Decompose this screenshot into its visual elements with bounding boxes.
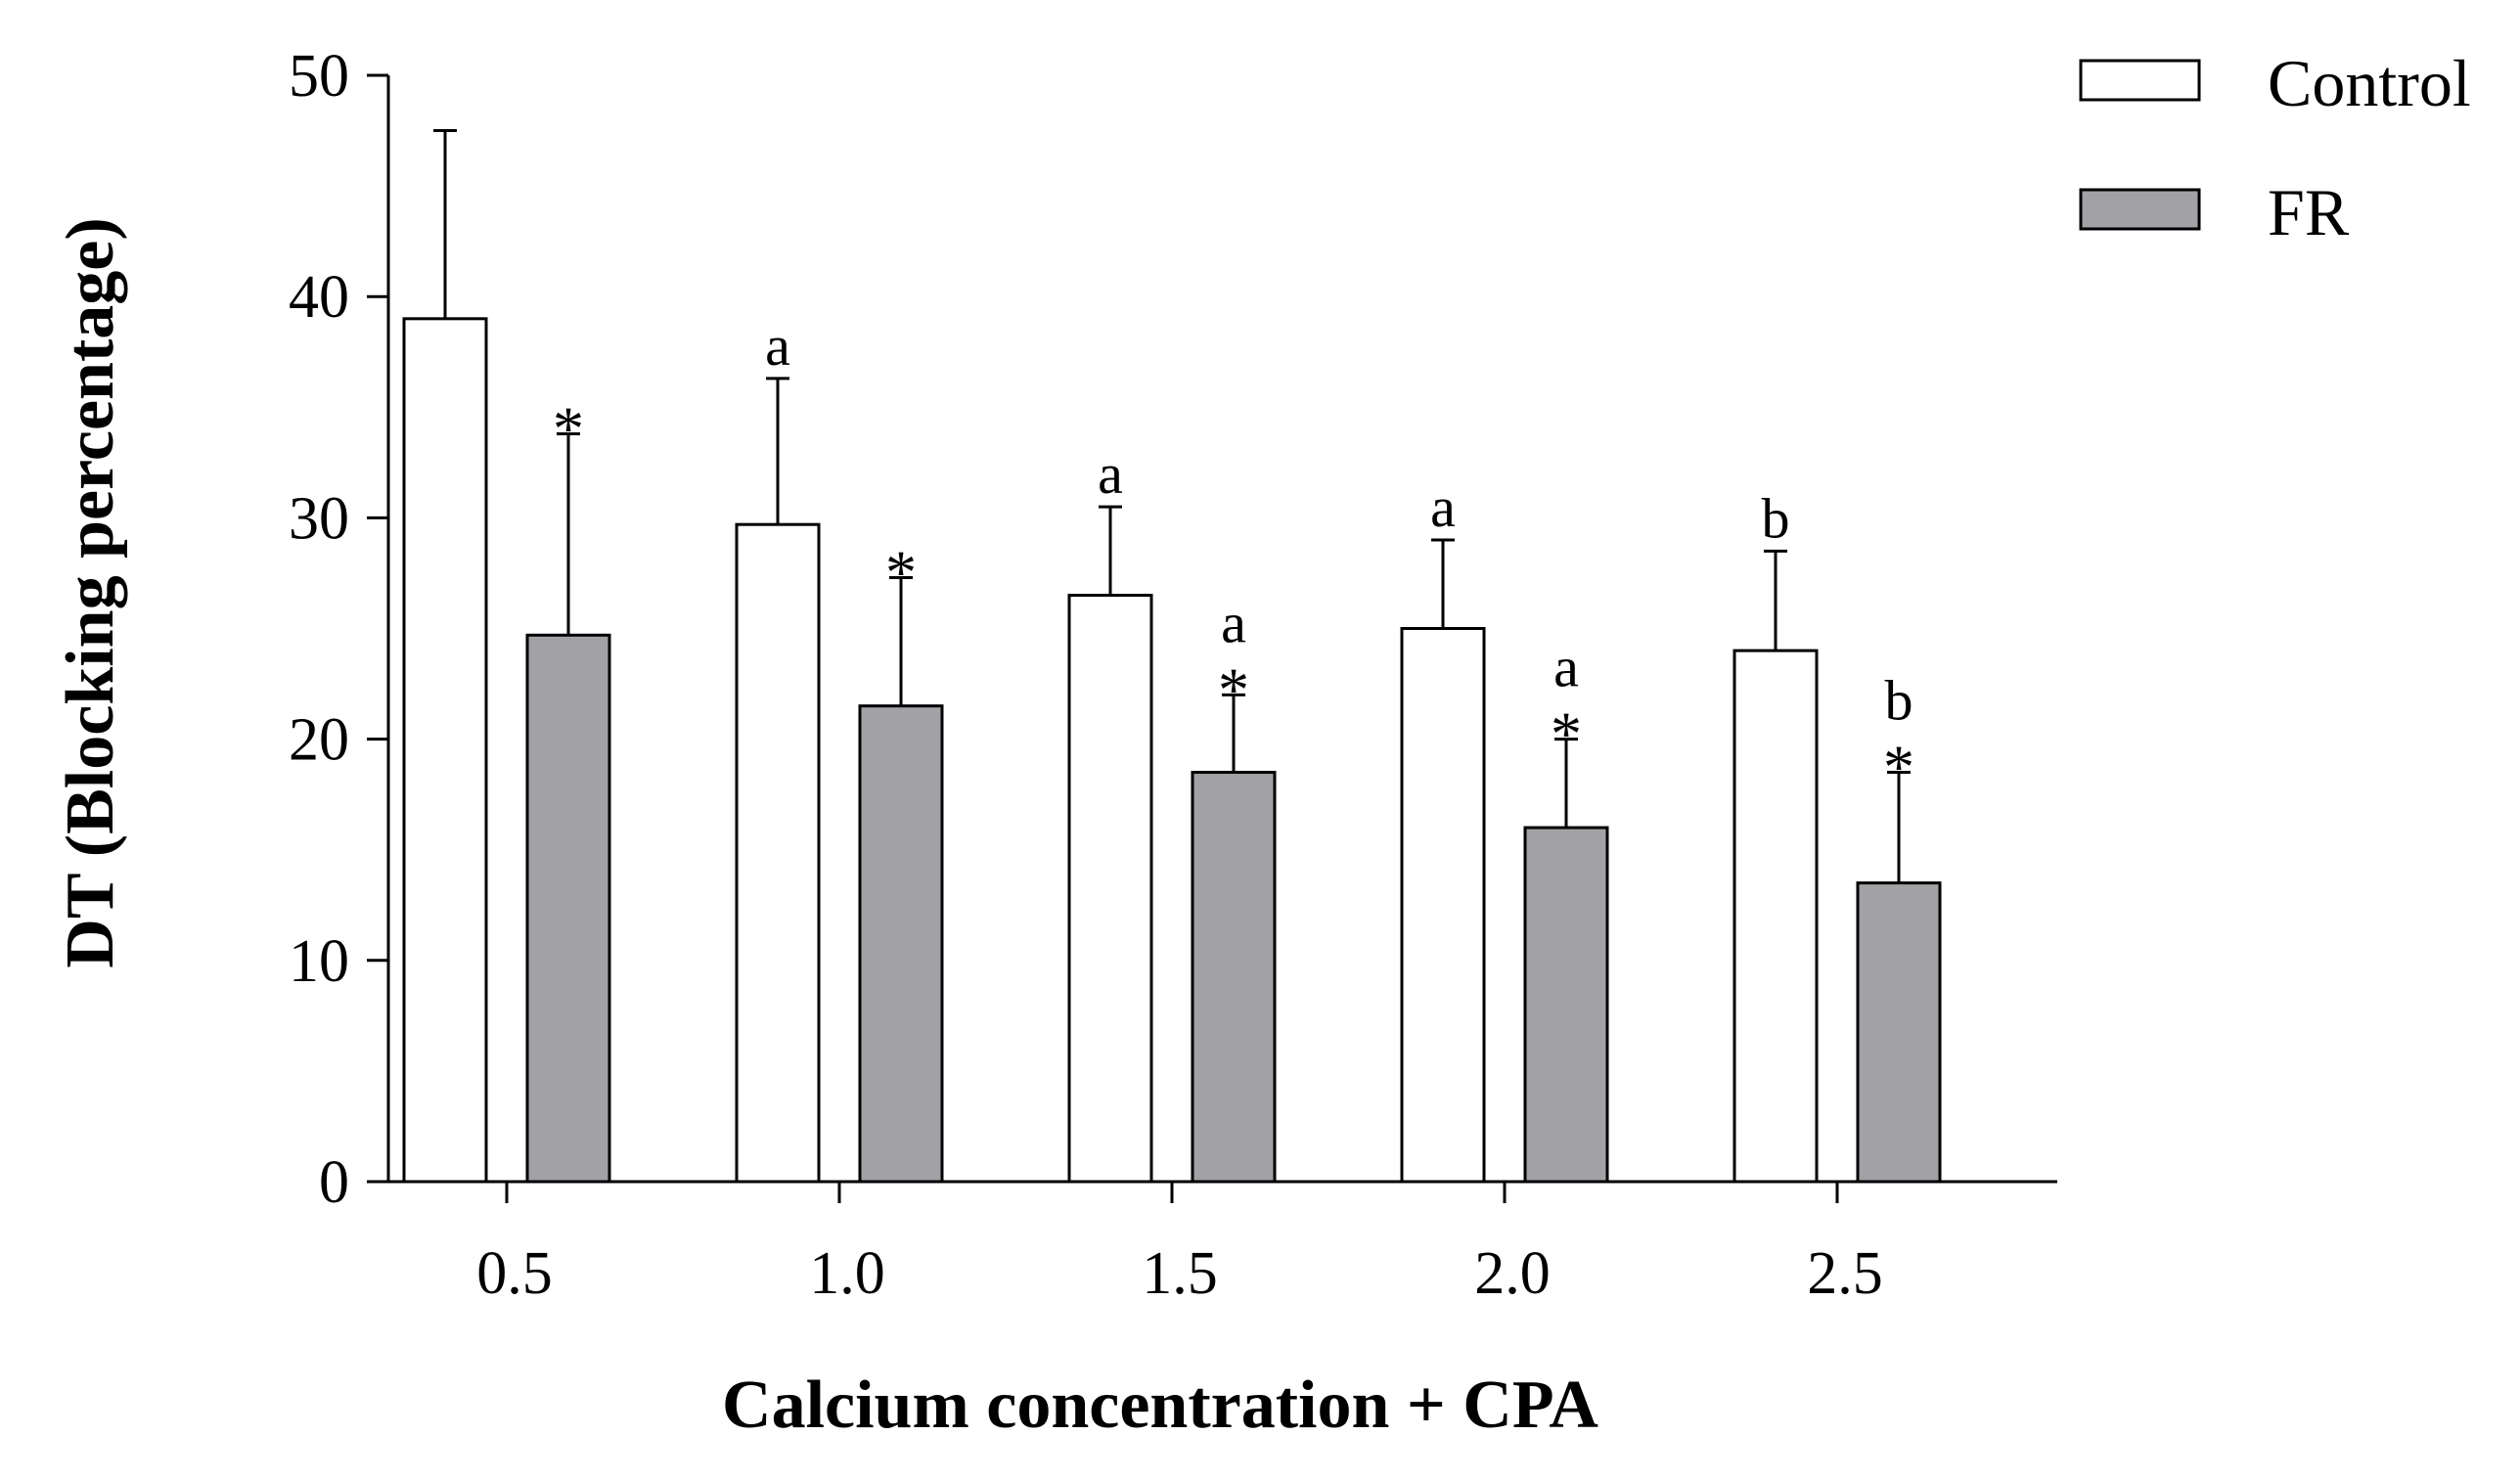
bar-control (402, 317, 488, 1184)
significance-letter: a (1221, 591, 1246, 654)
y-axis-title: DT (Blocking percentage) (53, 217, 128, 967)
bar-fr (1191, 771, 1277, 1184)
bar-fr (1523, 826, 1609, 1184)
y-tick-label: 50 (289, 43, 349, 110)
legend-swatch-control (2079, 59, 2201, 102)
x-tick-label: 1.0 (809, 1240, 885, 1307)
bar-fr (858, 704, 944, 1184)
significance-star: * (553, 393, 584, 463)
significance-letter: b (1885, 669, 1913, 733)
significance-letter: a (1553, 636, 1579, 699)
significance-star: * (1883, 733, 1914, 802)
x-tick-label: 0.5 (476, 1240, 553, 1307)
bar-control (735, 522, 821, 1184)
bar-fr (1856, 881, 1942, 1184)
bar-control (1400, 627, 1486, 1184)
x-axis-title: Calcium concentration + CPA (722, 1368, 1598, 1443)
legend: Control FR (2079, 46, 2471, 249)
bar-fr (525, 633, 611, 1184)
significance-letter: b (1762, 486, 1790, 550)
legend-label-fr: FR (2268, 175, 2350, 249)
legend-label-control: Control (2268, 46, 2471, 120)
significance-star: * (1218, 654, 1249, 724)
significance-letter: a (1430, 475, 1456, 539)
bar-control (1732, 649, 1819, 1184)
x-tick-label: 1.5 (1142, 1240, 1218, 1307)
significance-letter: a (765, 314, 790, 378)
y-tick-label: 10 (289, 928, 349, 995)
x-tick-label: 2.0 (1474, 1240, 1551, 1307)
significance-letter: a (1098, 442, 1123, 506)
bar-control (1067, 594, 1153, 1184)
significance-star: * (885, 537, 917, 606)
y-tick-label: 20 (289, 707, 349, 774)
legend-swatch-fr (2079, 188, 2201, 231)
y-tick-label: 30 (289, 485, 349, 552)
y-tick-label: 0 (319, 1149, 349, 1216)
y-tick-label: 40 (289, 264, 349, 331)
x-tick-label: 2.5 (1807, 1240, 1883, 1307)
significance-star: * (1551, 699, 1582, 769)
